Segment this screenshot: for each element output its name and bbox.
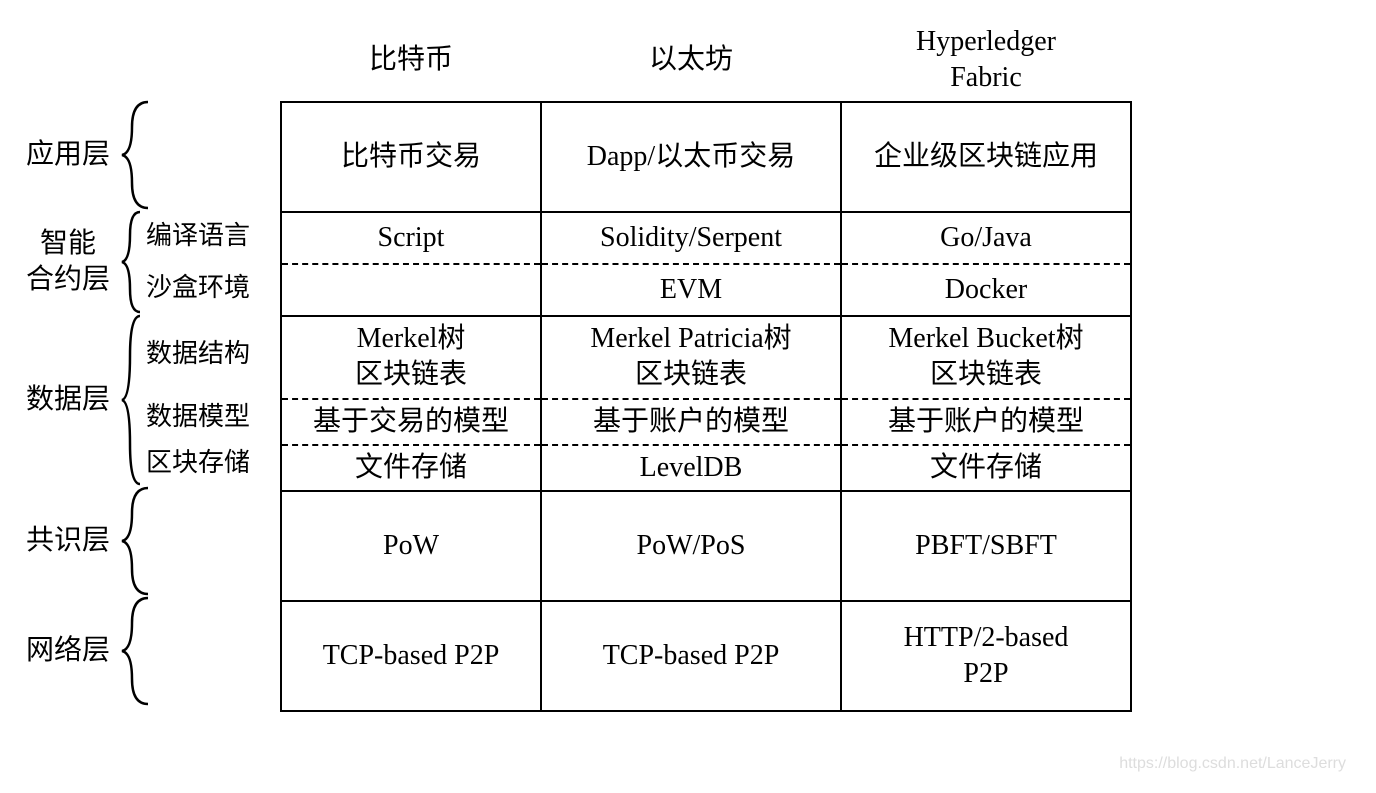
- sublabel-model: 数据模型: [146, 394, 272, 440]
- sublabel-sandbox: 沙盒环境: [146, 270, 272, 305]
- cell-sandbox-bitcoin: [281, 264, 541, 316]
- cell-struct-ethereum: Merkel Patricia树 区块链表: [541, 316, 841, 399]
- row-data-model: 基于交易的模型 基于账户的模型 基于账户的模型: [281, 399, 1131, 445]
- layer-contract-name: 智能 合约层: [20, 226, 120, 299]
- cell-struct-bitcoin: Merkel树 区块链表: [281, 316, 541, 399]
- cell-app-ethereum: Dapp/以太币交易: [541, 102, 841, 212]
- sublabel-lang: 编译语言: [146, 218, 272, 253]
- cell-network-ethereum: TCP-based P2P: [541, 601, 841, 711]
- cell-model-fabric: 基于账户的模型: [841, 399, 1131, 445]
- brace-icon: [120, 314, 142, 486]
- diagram-container: 应用层 智能 合约层 编译语言 沙盒环境 数据层: [20, 20, 1356, 712]
- cell-model-ethereum: 基于账户的模型: [541, 399, 841, 445]
- cell-storage-bitcoin: 文件存储: [281, 445, 541, 491]
- layer-data-name: 数据层: [20, 382, 120, 418]
- col-header-fabric: Hyperledger Fabric: [841, 20, 1131, 102]
- layer-labels-column: 应用层 智能 合约层 编译语言 沙盒环境 数据层: [20, 20, 280, 712]
- cell-storage-fabric: 文件存储: [841, 445, 1131, 491]
- cell-consensus-fabric: PBFT/SBFT: [841, 491, 1131, 601]
- cell-consensus-bitcoin: PoW: [281, 491, 541, 601]
- cell-lang-bitcoin: Script: [281, 212, 541, 264]
- row-contract-sandbox: EVM Docker: [281, 264, 1131, 316]
- cell-storage-ethereum: LevelDB: [541, 445, 841, 491]
- layer-network-name: 网络层: [20, 633, 120, 669]
- sublabel-storage: 区块存储: [146, 440, 272, 486]
- row-data-storage: 文件存储 LevelDB 文件存储: [281, 445, 1131, 491]
- row-network: TCP-based P2P TCP-based P2P HTTP/2-based…: [281, 601, 1131, 711]
- cell-lang-ethereum: Solidity/Serpent: [541, 212, 841, 264]
- row-consensus: PoW PoW/PoS PBFT/SBFT: [281, 491, 1131, 601]
- brace-icon: [120, 100, 150, 210]
- layer-data: 数据层 数据结构 数据模型 区块存储: [20, 314, 280, 486]
- cell-app-fabric: 企业级区块链应用: [841, 102, 1131, 212]
- watermark-text: https://blog.csdn.net/LanceJerry: [1119, 755, 1346, 773]
- layer-app-name: 应用层: [20, 137, 120, 173]
- col-header-ethereum: 以太坊: [541, 20, 841, 102]
- cell-app-bitcoin: 比特币交易: [281, 102, 541, 212]
- header-row: 比特币 以太坊 Hyperledger Fabric: [281, 20, 1131, 102]
- cell-sandbox-fabric: Docker: [841, 264, 1131, 316]
- layer-consensus: 共识层: [20, 486, 280, 596]
- layer-consensus-name: 共识层: [20, 523, 120, 559]
- cell-sandbox-ethereum: EVM: [541, 264, 841, 316]
- layer-network: 网络层: [20, 596, 280, 706]
- cell-consensus-ethereum: PoW/PoS: [541, 491, 841, 601]
- sublabel-struct: 数据结构: [146, 314, 272, 394]
- cell-network-fabric: HTTP/2-based P2P: [841, 601, 1131, 711]
- col-header-bitcoin: 比特币: [281, 20, 541, 102]
- contract-sublabels: 编译语言 沙盒环境: [142, 210, 272, 314]
- cell-model-bitcoin: 基于交易的模型: [281, 399, 541, 445]
- row-app: 比特币交易 Dapp/以太币交易 企业级区块链应用: [281, 102, 1131, 212]
- data-sublabels: 数据结构 数据模型 区块存储: [142, 314, 272, 486]
- cell-struct-fabric: Merkel Bucket树 区块链表: [841, 316, 1131, 399]
- row-data-struct: Merkel树 区块链表 Merkel Patricia树 区块链表 Merke…: [281, 316, 1131, 399]
- layer-contract: 智能 合约层 编译语言 沙盒环境: [20, 210, 280, 314]
- brace-icon: [120, 210, 142, 314]
- comparison-table: 比特币 以太坊 Hyperledger Fabric 比特币交易 Dapp/以太…: [280, 20, 1132, 712]
- brace-icon: [120, 596, 150, 706]
- cell-network-bitcoin: TCP-based P2P: [281, 601, 541, 711]
- row-contract-lang: Script Solidity/Serpent Go/Java: [281, 212, 1131, 264]
- layer-app: 应用层: [20, 100, 280, 210]
- cell-lang-fabric: Go/Java: [841, 212, 1131, 264]
- brace-icon: [120, 486, 150, 596]
